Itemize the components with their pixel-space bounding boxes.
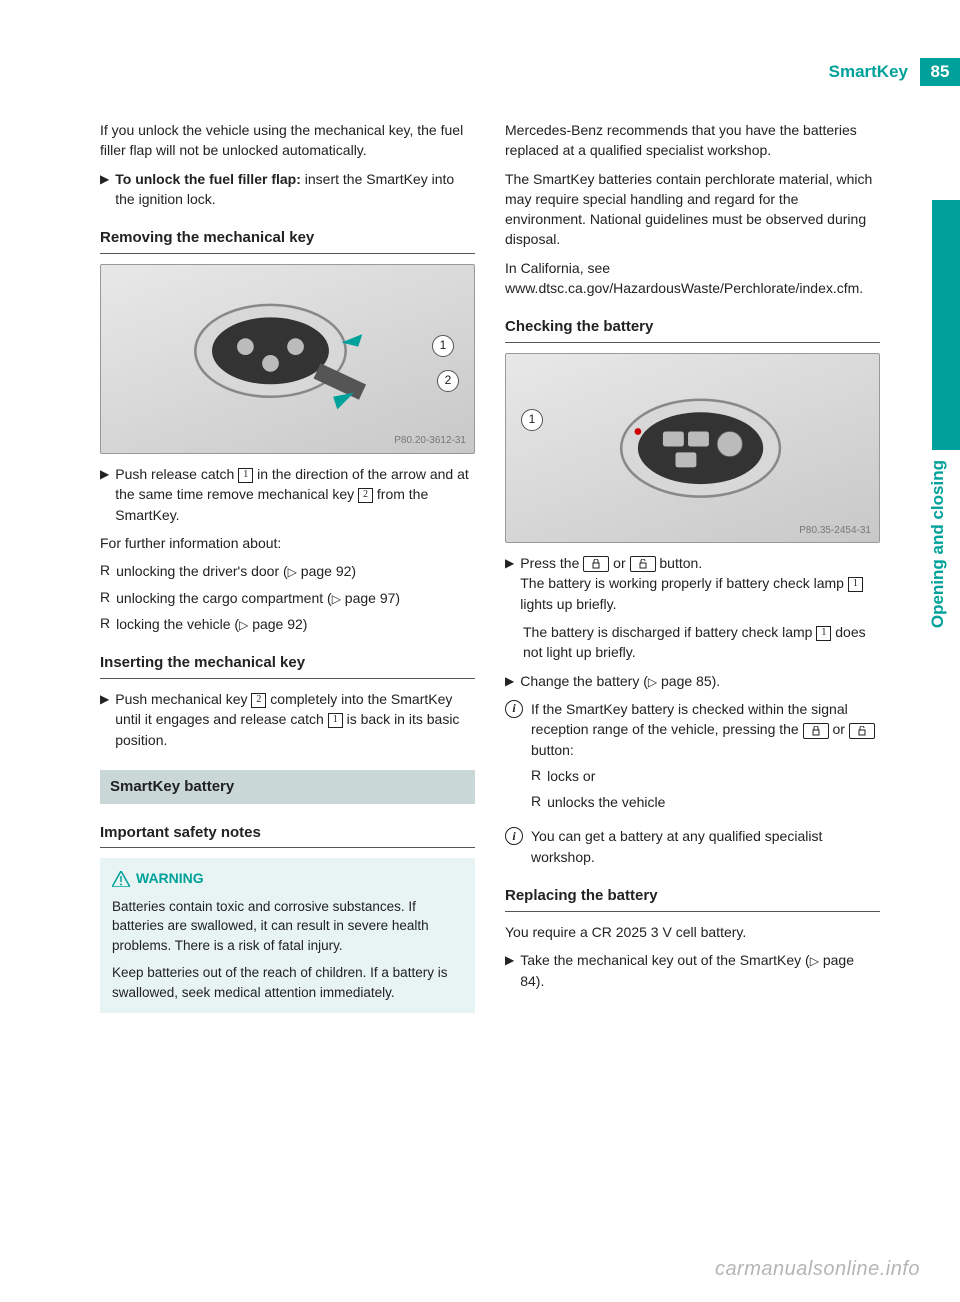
info-note: i You can get a battery at any qualified… (505, 826, 880, 867)
ref-2: 2 (251, 693, 266, 708)
list-item: R unlocks the vehicle (531, 792, 880, 812)
insert-step: ▶ Push mechanical key 2 completely into … (100, 689, 475, 750)
step-body: Push release catch 1 in the direction of… (115, 464, 475, 525)
info-icon: i (505, 827, 523, 845)
battery-spec: You require a CR 2025 3 V cell battery. (505, 922, 880, 942)
header-bar: SmartKey 85 (829, 58, 960, 86)
heading-safety: Important safety notes (100, 822, 475, 849)
figure-remove-key: 1 2 P80.20-3612-31 (100, 264, 475, 454)
figure-check-battery: 1 P80.35-2454-31 (505, 353, 880, 543)
intro-text: If you unlock the vehicle using the mech… (100, 120, 475, 161)
callout-1: 1 (521, 409, 543, 431)
info-icon: i (505, 700, 523, 718)
remove-step: ▶ Push release catch 1 in the direction … (100, 464, 475, 525)
bullet-icon: R (100, 588, 110, 608)
bullet-icon: R (531, 792, 541, 812)
page-ref-icon: ▷ (810, 954, 819, 968)
recommendation: Mercedes-Benz recommends that you have t… (505, 120, 880, 161)
list-item: R unlocking the driver's door (▷ page 92… (100, 561, 475, 581)
bullet-icon: R (100, 561, 110, 581)
replace-step: ▶ Take the mechanical key out of the Sma… (505, 950, 880, 991)
figure-caption: P80.35-2454-31 (799, 524, 871, 539)
page-ref-icon: ▷ (648, 675, 657, 689)
california-text: In California, see www.dtsc.ca.gov/Hazar… (505, 258, 880, 299)
unlock-button-icon (630, 556, 656, 572)
warning-text: Batteries contain toxic and corrosive su… (112, 897, 463, 956)
page-ref-icon: ▷ (332, 592, 341, 606)
heading-replace-battery: Replacing the battery (505, 885, 880, 912)
step-marker-icon: ▶ (100, 691, 109, 750)
ref-1: 1 (328, 713, 343, 728)
page-ref-icon: ▷ (239, 618, 248, 632)
page-number: 85 (920, 58, 960, 86)
heading-insert-key: Inserting the mechanical key (100, 652, 475, 679)
further-info: For further information about: (100, 533, 475, 553)
heading-remove-key: Removing the mechanical key (100, 227, 475, 254)
figure-caption: P80.20-3612-31 (394, 434, 466, 449)
warning-triangle-icon (112, 871, 130, 887)
ref-1: 1 (238, 468, 253, 483)
step-marker-icon: ▶ (100, 171, 109, 210)
list-item: R locking the vehicle (▷ page 92) (100, 614, 475, 634)
info-note: i If the SmartKey battery is checked wit… (505, 699, 880, 818)
step-body: To unlock the fuel filler flap: insert t… (115, 169, 475, 210)
section-label: Opening and closing (926, 460, 951, 628)
bullet-icon: R (531, 766, 541, 786)
callout-1: 1 (432, 335, 454, 357)
ref-1: 1 (816, 626, 831, 641)
section-band-battery: SmartKey battery (100, 770, 475, 804)
warning-box: WARNING Batteries contain toxic and corr… (100, 858, 475, 1012)
ref-2: 2 (358, 488, 373, 503)
bullet-icon: R (100, 614, 110, 634)
perchlorate-text: The SmartKey batteries contain perchlora… (505, 169, 880, 250)
ref-1: 1 (848, 577, 863, 592)
list-item: R unlocking the cargo compartment (▷ pag… (100, 588, 475, 608)
content-columns: If you unlock the vehicle using the mech… (100, 120, 880, 1013)
watermark: carmanualsonline.info (715, 1255, 920, 1284)
step-marker-icon: ▶ (100, 466, 109, 525)
header-title: SmartKey (829, 60, 920, 85)
list-item: R locks or (531, 766, 880, 786)
discharged-text: The battery is discharged if battery che… (523, 622, 880, 663)
step-marker-icon: ▶ (505, 673, 514, 691)
lock-button-icon (583, 556, 609, 572)
unlock-button-icon (849, 723, 875, 739)
step-marker-icon: ▶ (505, 952, 514, 991)
side-tab (932, 200, 960, 450)
unlock-flap-step: ▶ To unlock the fuel filler flap: insert… (100, 169, 475, 210)
heading-check-battery: Checking the battery (505, 316, 880, 343)
lock-button-icon (803, 723, 829, 739)
left-column: If you unlock the vehicle using the mech… (100, 120, 475, 1013)
smartkey-illustration (543, 373, 841, 523)
right-column: Mercedes-Benz recommends that you have t… (505, 120, 880, 1013)
change-step: ▶ Change the battery (▷ page 85). (505, 671, 880, 691)
page: SmartKey 85 Opening and closing If you u… (0, 0, 960, 1302)
warning-text: Keep batteries out of the reach of child… (112, 963, 463, 1002)
page-ref-icon: ▷ (288, 565, 297, 579)
warning-heading: WARNING (112, 868, 463, 888)
step-marker-icon: ▶ (505, 555, 514, 614)
smartkey-illustration (138, 284, 436, 434)
press-step: ▶ Press the or button. The battery is wo… (505, 553, 880, 614)
callout-2: 2 (437, 370, 459, 392)
